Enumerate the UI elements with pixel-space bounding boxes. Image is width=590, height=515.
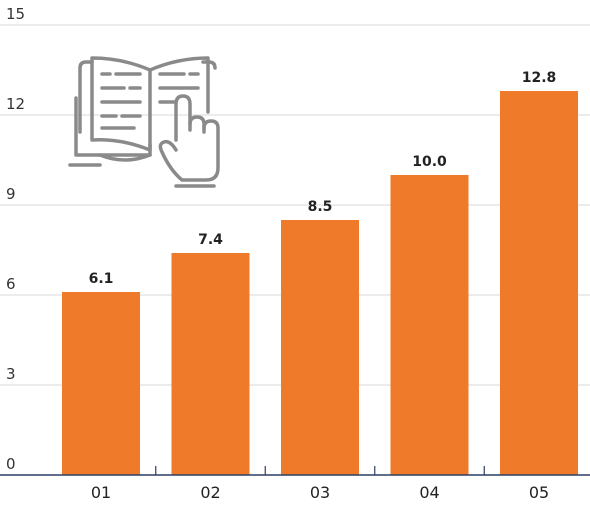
bars <box>62 91 578 475</box>
bar-value-label: 6.1 <box>89 271 114 287</box>
x-tick-label: 05 <box>529 483 549 502</box>
y-tick-label: 6 <box>6 275 16 293</box>
book-reading-hand-icon <box>68 56 220 188</box>
bar-value-label: 8.5 <box>308 199 333 215</box>
x-axis-ticks: 01 02 03 04 05 <box>91 466 549 502</box>
y-tick-label: 3 <box>6 365 16 383</box>
bar-value-label: 10.0 <box>412 154 447 170</box>
x-tick-label: 03 <box>310 483 330 502</box>
y-tick-label: 0 <box>6 455 16 473</box>
y-axis-ticks: 0 3 6 9 12 15 <box>6 5 25 473</box>
bar-value-label: 12.8 <box>522 70 557 86</box>
bar <box>390 175 469 475</box>
bar <box>171 253 250 475</box>
bar <box>500 91 578 475</box>
y-tick-label: 12 <box>6 95 25 113</box>
bar <box>281 220 359 475</box>
value-labels: 6.1 7.4 8.5 10.0 12.8 <box>89 70 557 287</box>
x-tick-label: 04 <box>419 483 439 502</box>
y-tick-label: 15 <box>6 5 25 23</box>
bar <box>62 292 140 475</box>
y-tick-label: 9 <box>6 185 16 203</box>
x-tick-label: 01 <box>91 483 111 502</box>
bar-value-label: 7.4 <box>198 232 223 248</box>
x-tick-label: 02 <box>200 483 220 502</box>
